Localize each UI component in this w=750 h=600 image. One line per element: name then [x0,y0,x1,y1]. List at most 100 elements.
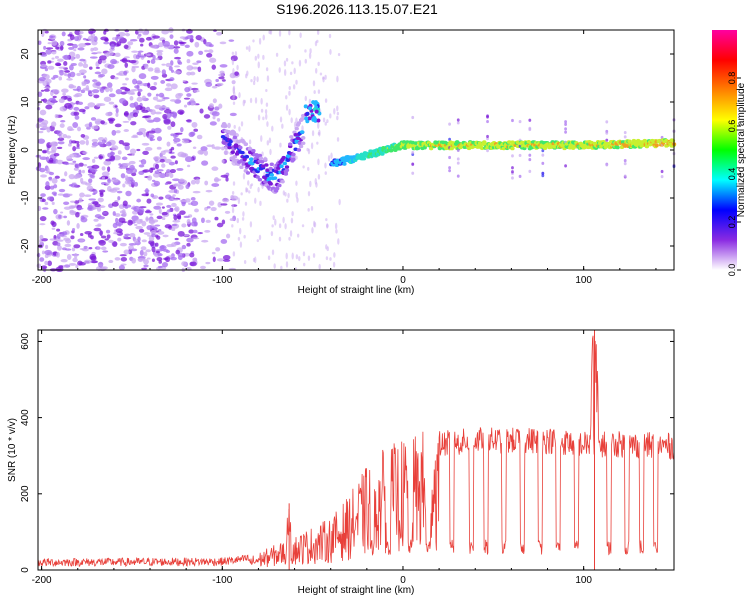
spectrogram-dot [288,44,291,49]
spectrogram-dot [70,56,74,62]
spectrogram-dot [247,150,253,155]
spectrogram-dot [109,87,113,93]
spectrogram-dot [131,65,140,69]
spectrogram-dot [284,168,290,172]
spectrogram-dot [115,112,119,117]
spectrogram-dot [279,164,284,169]
spectrogram-dot [93,227,102,232]
spectrogram-dot [67,97,73,102]
spectrogram-dot [169,34,174,39]
spectrogram-dot [124,180,132,185]
spectrogram-dot [228,39,235,42]
spectrogram-dot [52,89,60,95]
spectrogram-dot [181,223,187,228]
spectrogram-dot [190,98,195,102]
spectrogram-dot [95,103,102,107]
spectrogram-dot [50,121,57,127]
spectrogram-dot [317,89,321,94]
spectrogram-dot [143,251,148,257]
spectrogram-dot [160,150,166,156]
spectrogram-dot [201,217,205,224]
spectrogram-dot [73,106,80,111]
spectrogram-dot [193,128,199,132]
spectrogram-dot [41,198,46,203]
spectrogram-dot [289,230,293,237]
spectrogram-dot [203,38,207,45]
spectrogram-dot [111,145,119,151]
spectrogram-dot [428,146,434,151]
spectrogram-dot [93,189,98,195]
spectrogram-dot [59,132,64,135]
spectrogram-dot [67,72,71,79]
spectrogram-dot [161,29,170,35]
spectrogram-dot [90,47,94,52]
spectrogram-dot [252,257,256,263]
spectrogram-dot [110,155,116,161]
spectrogram-dot [264,109,268,114]
spectrogram-dot [227,122,231,129]
spectrogram-dot [148,235,155,242]
spectrogram-dot [130,121,137,126]
spectrogram-dot [259,200,262,206]
spectrogram-dot [285,57,289,62]
spectrogram-dot [87,102,96,108]
spectrogram-dot [190,34,194,38]
spectrogram-dot [36,263,42,269]
spectrogram-dot [140,159,147,165]
spectrogram-dot [333,107,336,115]
spectrogram-dot [479,146,485,151]
spectrogram-dot [123,249,130,255]
spectrogram-dot [301,224,305,228]
spectrogram-dot [131,50,139,53]
spectrogram-dot [169,172,174,179]
spectrogram-dot [153,180,161,187]
spectrogram-dot [271,224,274,228]
spectrogram-dot [297,141,303,146]
spectrogram-dot [245,187,248,193]
spectrogram-dot [152,96,159,101]
spectrogram-dot [501,146,506,151]
spectrogram-dot [142,31,149,36]
spectrogram-dot [240,150,245,155]
spectrogram-dot [45,48,52,55]
spectrogram-dot [247,180,250,186]
spectrogram-dot [326,223,329,228]
spectrogram-dot [152,172,161,178]
spectrogram-dot [201,160,209,166]
colorbar-tick-label: 0.0 [727,264,737,277]
spectrogram-dot [189,261,197,267]
spectrogram-dot [448,137,451,141]
spectrogram-dot [114,123,122,128]
spectrogram-dot [147,92,152,97]
spectrogram-dot [218,73,225,77]
spectrogram-dot [79,140,86,145]
spectrogram-dot [84,194,92,197]
spectrogram-dot [161,163,166,168]
spectrogram-dot [61,31,66,37]
spectrogram-dot [486,149,489,153]
spectrogram-dot [249,157,254,161]
spectrogram-dot [102,250,109,253]
spectrogram-dot [111,129,117,136]
spectrogram-dot [205,81,213,87]
spectrogram-dot [175,132,183,135]
spectrogram-dot [249,184,252,189]
x-tick-label: 100 [575,275,592,286]
spectrogram-dot [177,109,185,115]
spectrogram-dot [122,120,130,123]
spectrogram-dot [60,211,64,214]
spectrogram-dot [98,239,106,246]
spectrogram-dot [263,171,266,176]
spectrogram-dot [115,35,119,42]
spectrogram-dot [144,210,152,214]
spectrogram-dot [336,105,339,112]
spectrogram-dot [240,121,244,127]
spectrogram-dot [139,206,147,209]
spectrogram-dot [56,228,61,232]
spectrogram-dot [242,157,247,162]
spectrogram-dot [117,150,122,155]
spectrogram-dot [197,232,204,235]
spectrogram-dot [73,48,77,52]
spectrogram-dot [41,265,48,270]
spectrogram-dot [108,239,114,243]
